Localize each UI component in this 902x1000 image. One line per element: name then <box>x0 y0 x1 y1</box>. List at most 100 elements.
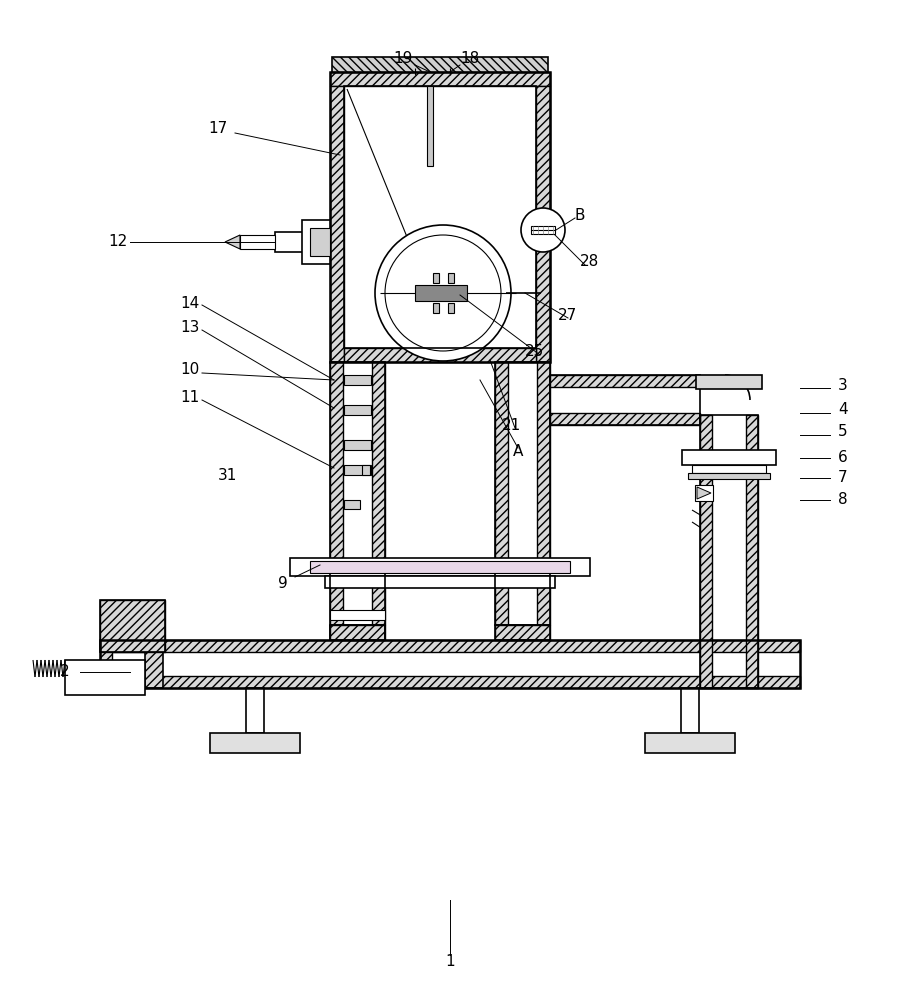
Bar <box>433 273 438 283</box>
Text: 10: 10 <box>180 362 199 377</box>
Bar <box>344 465 371 475</box>
Text: 12: 12 <box>108 234 127 249</box>
Bar <box>329 362 384 570</box>
Text: 6: 6 <box>837 450 847 464</box>
Bar <box>329 625 384 640</box>
Bar <box>494 570 508 625</box>
Bar <box>508 362 537 570</box>
Bar <box>695 375 761 389</box>
Bar <box>112 612 152 652</box>
Bar <box>329 86 344 362</box>
Bar <box>329 72 549 362</box>
Bar <box>745 415 757 688</box>
Bar <box>65 660 145 695</box>
Bar <box>699 415 757 688</box>
Bar <box>329 570 384 625</box>
Bar <box>695 485 713 501</box>
Polygon shape <box>225 235 240 249</box>
Bar <box>100 652 799 676</box>
Bar <box>494 625 549 640</box>
Text: 9: 9 <box>278 576 288 590</box>
Bar <box>494 625 549 640</box>
Bar <box>344 500 360 509</box>
Bar <box>343 362 372 570</box>
Bar <box>100 600 165 652</box>
Bar <box>447 303 454 313</box>
Text: 1: 1 <box>445 954 455 969</box>
Text: 18: 18 <box>460 51 479 66</box>
Text: 28: 28 <box>580 254 599 269</box>
Bar <box>699 415 711 688</box>
Bar <box>329 610 384 620</box>
Bar <box>433 303 438 313</box>
Text: 27: 27 <box>557 308 577 322</box>
Bar <box>329 570 343 625</box>
Bar <box>145 650 163 688</box>
Bar <box>344 86 536 348</box>
Bar <box>329 72 549 86</box>
Text: 3: 3 <box>837 377 847 392</box>
Text: 14: 14 <box>180 296 199 310</box>
Bar <box>100 600 165 652</box>
Bar <box>344 348 536 362</box>
Circle shape <box>520 208 565 252</box>
Circle shape <box>384 235 501 351</box>
Text: 11: 11 <box>180 390 199 406</box>
Bar <box>711 415 745 688</box>
Text: A: A <box>512 444 522 460</box>
Bar <box>329 625 384 640</box>
Circle shape <box>374 225 511 361</box>
Bar <box>687 473 769 479</box>
Polygon shape <box>240 235 275 249</box>
Bar <box>362 465 370 475</box>
Bar <box>332 57 548 72</box>
Bar <box>415 285 466 301</box>
Text: 8: 8 <box>837 492 847 508</box>
Bar <box>691 465 765 473</box>
Bar <box>344 405 371 415</box>
Text: 5: 5 <box>837 424 847 440</box>
Text: 4: 4 <box>837 402 847 418</box>
Text: 7: 7 <box>837 471 847 486</box>
Bar <box>427 86 433 166</box>
Bar <box>508 570 537 625</box>
Bar <box>245 688 263 733</box>
Bar <box>508 625 537 640</box>
Bar <box>680 688 698 733</box>
Bar <box>309 561 569 573</box>
Polygon shape <box>696 487 710 499</box>
Bar <box>100 640 799 652</box>
Text: 2: 2 <box>60 664 69 680</box>
Text: 31: 31 <box>218 468 237 483</box>
Bar <box>112 652 329 676</box>
Bar <box>494 362 549 570</box>
Text: 17: 17 <box>208 121 227 136</box>
Bar <box>309 228 329 256</box>
Text: 21: 21 <box>502 418 521 432</box>
Text: 13: 13 <box>180 320 199 336</box>
Text: 19: 19 <box>393 51 412 66</box>
Bar <box>275 232 329 252</box>
Bar <box>530 226 555 234</box>
Bar <box>494 570 549 625</box>
Bar <box>210 733 299 753</box>
Bar <box>290 558 589 576</box>
Bar <box>537 570 549 625</box>
Bar <box>100 640 112 688</box>
Bar <box>343 625 372 640</box>
Bar <box>549 413 699 425</box>
Bar <box>644 733 734 753</box>
Bar <box>494 362 508 570</box>
Text: B: B <box>574 208 584 223</box>
Text: 25: 25 <box>525 344 544 360</box>
Bar <box>344 440 371 450</box>
Bar <box>536 86 549 362</box>
Bar <box>329 362 343 570</box>
Bar <box>301 220 329 264</box>
Bar <box>549 375 699 387</box>
Bar <box>343 570 372 625</box>
Bar <box>681 450 775 465</box>
Bar <box>537 362 549 570</box>
Bar <box>447 273 454 283</box>
Bar <box>325 576 555 588</box>
